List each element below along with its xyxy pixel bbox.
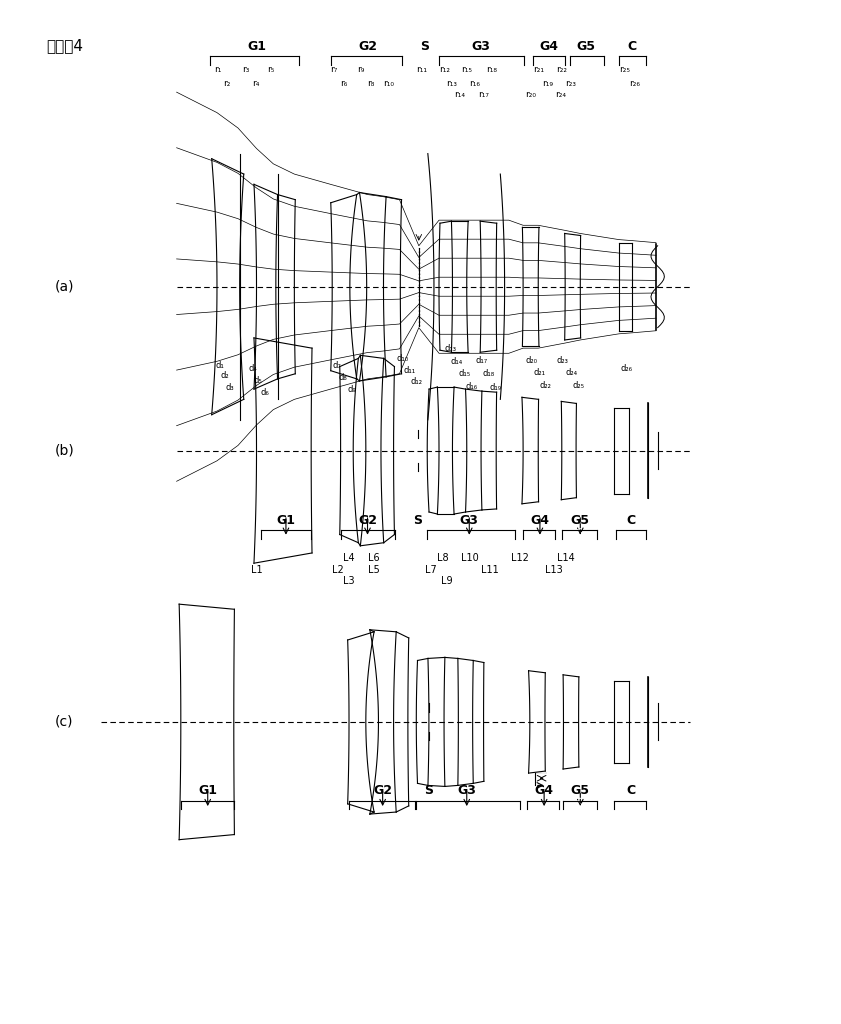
Text: d₄: d₄	[248, 365, 257, 373]
Text: r₈: r₈	[368, 80, 375, 88]
Text: d₈: d₈	[339, 374, 347, 382]
Text: d₁₃: d₁₃	[444, 344, 456, 352]
Text: d₁₈: d₁₈	[483, 370, 495, 378]
Text: G1: G1	[247, 40, 266, 52]
Text: r₂₂: r₂₂	[556, 66, 567, 74]
Text: r₂₁: r₂₁	[533, 66, 544, 74]
Text: L3: L3	[343, 575, 355, 586]
Text: L13: L13	[545, 565, 563, 575]
Text: L6: L6	[368, 553, 380, 563]
Text: S: S	[425, 784, 433, 797]
Text: r₂₅: r₂₅	[619, 66, 630, 74]
Text: G4: G4	[531, 514, 549, 526]
Text: r₇: r₇	[331, 66, 338, 74]
Text: d₂₃: d₂₃	[557, 356, 569, 365]
Text: r₁₀: r₁₀	[383, 80, 394, 88]
Text: d₂: d₂	[220, 372, 229, 380]
Text: S: S	[414, 514, 422, 526]
Text: d₁₇: d₁₇	[475, 356, 487, 365]
Text: r₁₅: r₁₅	[461, 66, 472, 74]
Text: d₃: d₃	[225, 383, 234, 391]
Text: r₂₃: r₂₃	[565, 80, 576, 88]
Text: G1: G1	[277, 514, 295, 526]
Text: G3: G3	[460, 514, 479, 526]
Text: d₅: d₅	[254, 377, 262, 385]
Text: G5: G5	[571, 784, 590, 797]
Text: L12: L12	[511, 553, 529, 563]
Text: d₁₀: d₁₀	[397, 354, 409, 362]
Text: r₁₇: r₁₇	[478, 90, 489, 98]
Text: L7: L7	[425, 565, 436, 575]
Text: d₂₅: d₂₅	[573, 381, 584, 389]
Text: G5: G5	[571, 514, 590, 526]
Text: S: S	[420, 40, 429, 52]
Text: d₂₂: d₂₂	[540, 381, 552, 389]
Text: r₂₀: r₂₀	[526, 90, 537, 98]
Text: r₁₂: r₁₂	[439, 66, 450, 74]
Text: d₂₄: d₂₄	[565, 369, 577, 377]
Text: C: C	[627, 784, 635, 797]
Text: d₁₆: d₁₆	[465, 382, 477, 390]
Text: d₁₉: d₁₉	[489, 383, 501, 391]
Text: C: C	[627, 514, 635, 526]
Text: d₇: d₇	[332, 361, 341, 370]
Text: d₁₁: d₁₁	[404, 367, 415, 375]
Text: d₉: d₉	[347, 385, 356, 393]
Text: d₂₆: d₂₆	[621, 365, 632, 373]
Text: L8: L8	[437, 553, 449, 563]
Text: L1: L1	[251, 565, 262, 575]
Text: d₂₀: d₂₀	[526, 356, 537, 365]
Text: L4: L4	[343, 553, 355, 563]
Text: L9: L9	[441, 575, 452, 586]
Text: r₁₉: r₁₉	[542, 80, 553, 88]
Text: d₁₂: d₁₂	[410, 378, 422, 386]
Text: (b): (b)	[55, 443, 74, 458]
Text: d₂₁: d₂₁	[533, 369, 545, 377]
Text: L5: L5	[368, 565, 380, 575]
Text: r₁₃: r₁₃	[446, 80, 457, 88]
Text: C: C	[628, 40, 637, 52]
Text: L11: L11	[481, 565, 499, 575]
Text: r₁₆: r₁₆	[469, 80, 480, 88]
Text: r₂: r₂	[223, 80, 230, 88]
Text: L14: L14	[557, 553, 574, 563]
Text: r₁₄: r₁₄	[454, 90, 465, 98]
Text: G2: G2	[358, 514, 377, 526]
Text: r₃: r₃	[242, 66, 250, 74]
Text: 実施例4: 実施例4	[46, 39, 83, 53]
Text: r₂₄: r₂₄	[555, 90, 566, 98]
Text: r₁: r₁	[214, 66, 222, 74]
Text: (a): (a)	[55, 280, 74, 294]
Text: d₁: d₁	[215, 361, 224, 370]
Text: G2: G2	[358, 40, 377, 52]
Text: G5: G5	[577, 40, 595, 52]
Text: d₁₄: d₁₄	[451, 357, 463, 366]
Text: r₉: r₉	[357, 66, 365, 74]
Text: r₅: r₅	[267, 66, 275, 74]
Text: G3: G3	[458, 784, 476, 797]
Text: r₁₈: r₁₈	[486, 66, 497, 74]
Text: G1: G1	[198, 784, 217, 797]
Text: G2: G2	[373, 784, 392, 797]
Text: G4: G4	[535, 784, 553, 797]
Text: G3: G3	[472, 40, 490, 52]
Text: r₆: r₆	[341, 80, 348, 88]
Text: d₁₅: d₁₅	[458, 370, 470, 378]
Text: G4: G4	[540, 40, 558, 52]
Text: (c): (c)	[55, 715, 73, 729]
Text: L2: L2	[332, 565, 344, 575]
Text: r₂₆: r₂₆	[629, 80, 640, 88]
Text: r₄: r₄	[252, 80, 260, 88]
Text: d₆: d₆	[261, 388, 269, 396]
Text: r₁₁: r₁₁	[416, 66, 427, 74]
Text: L10: L10	[461, 553, 479, 563]
